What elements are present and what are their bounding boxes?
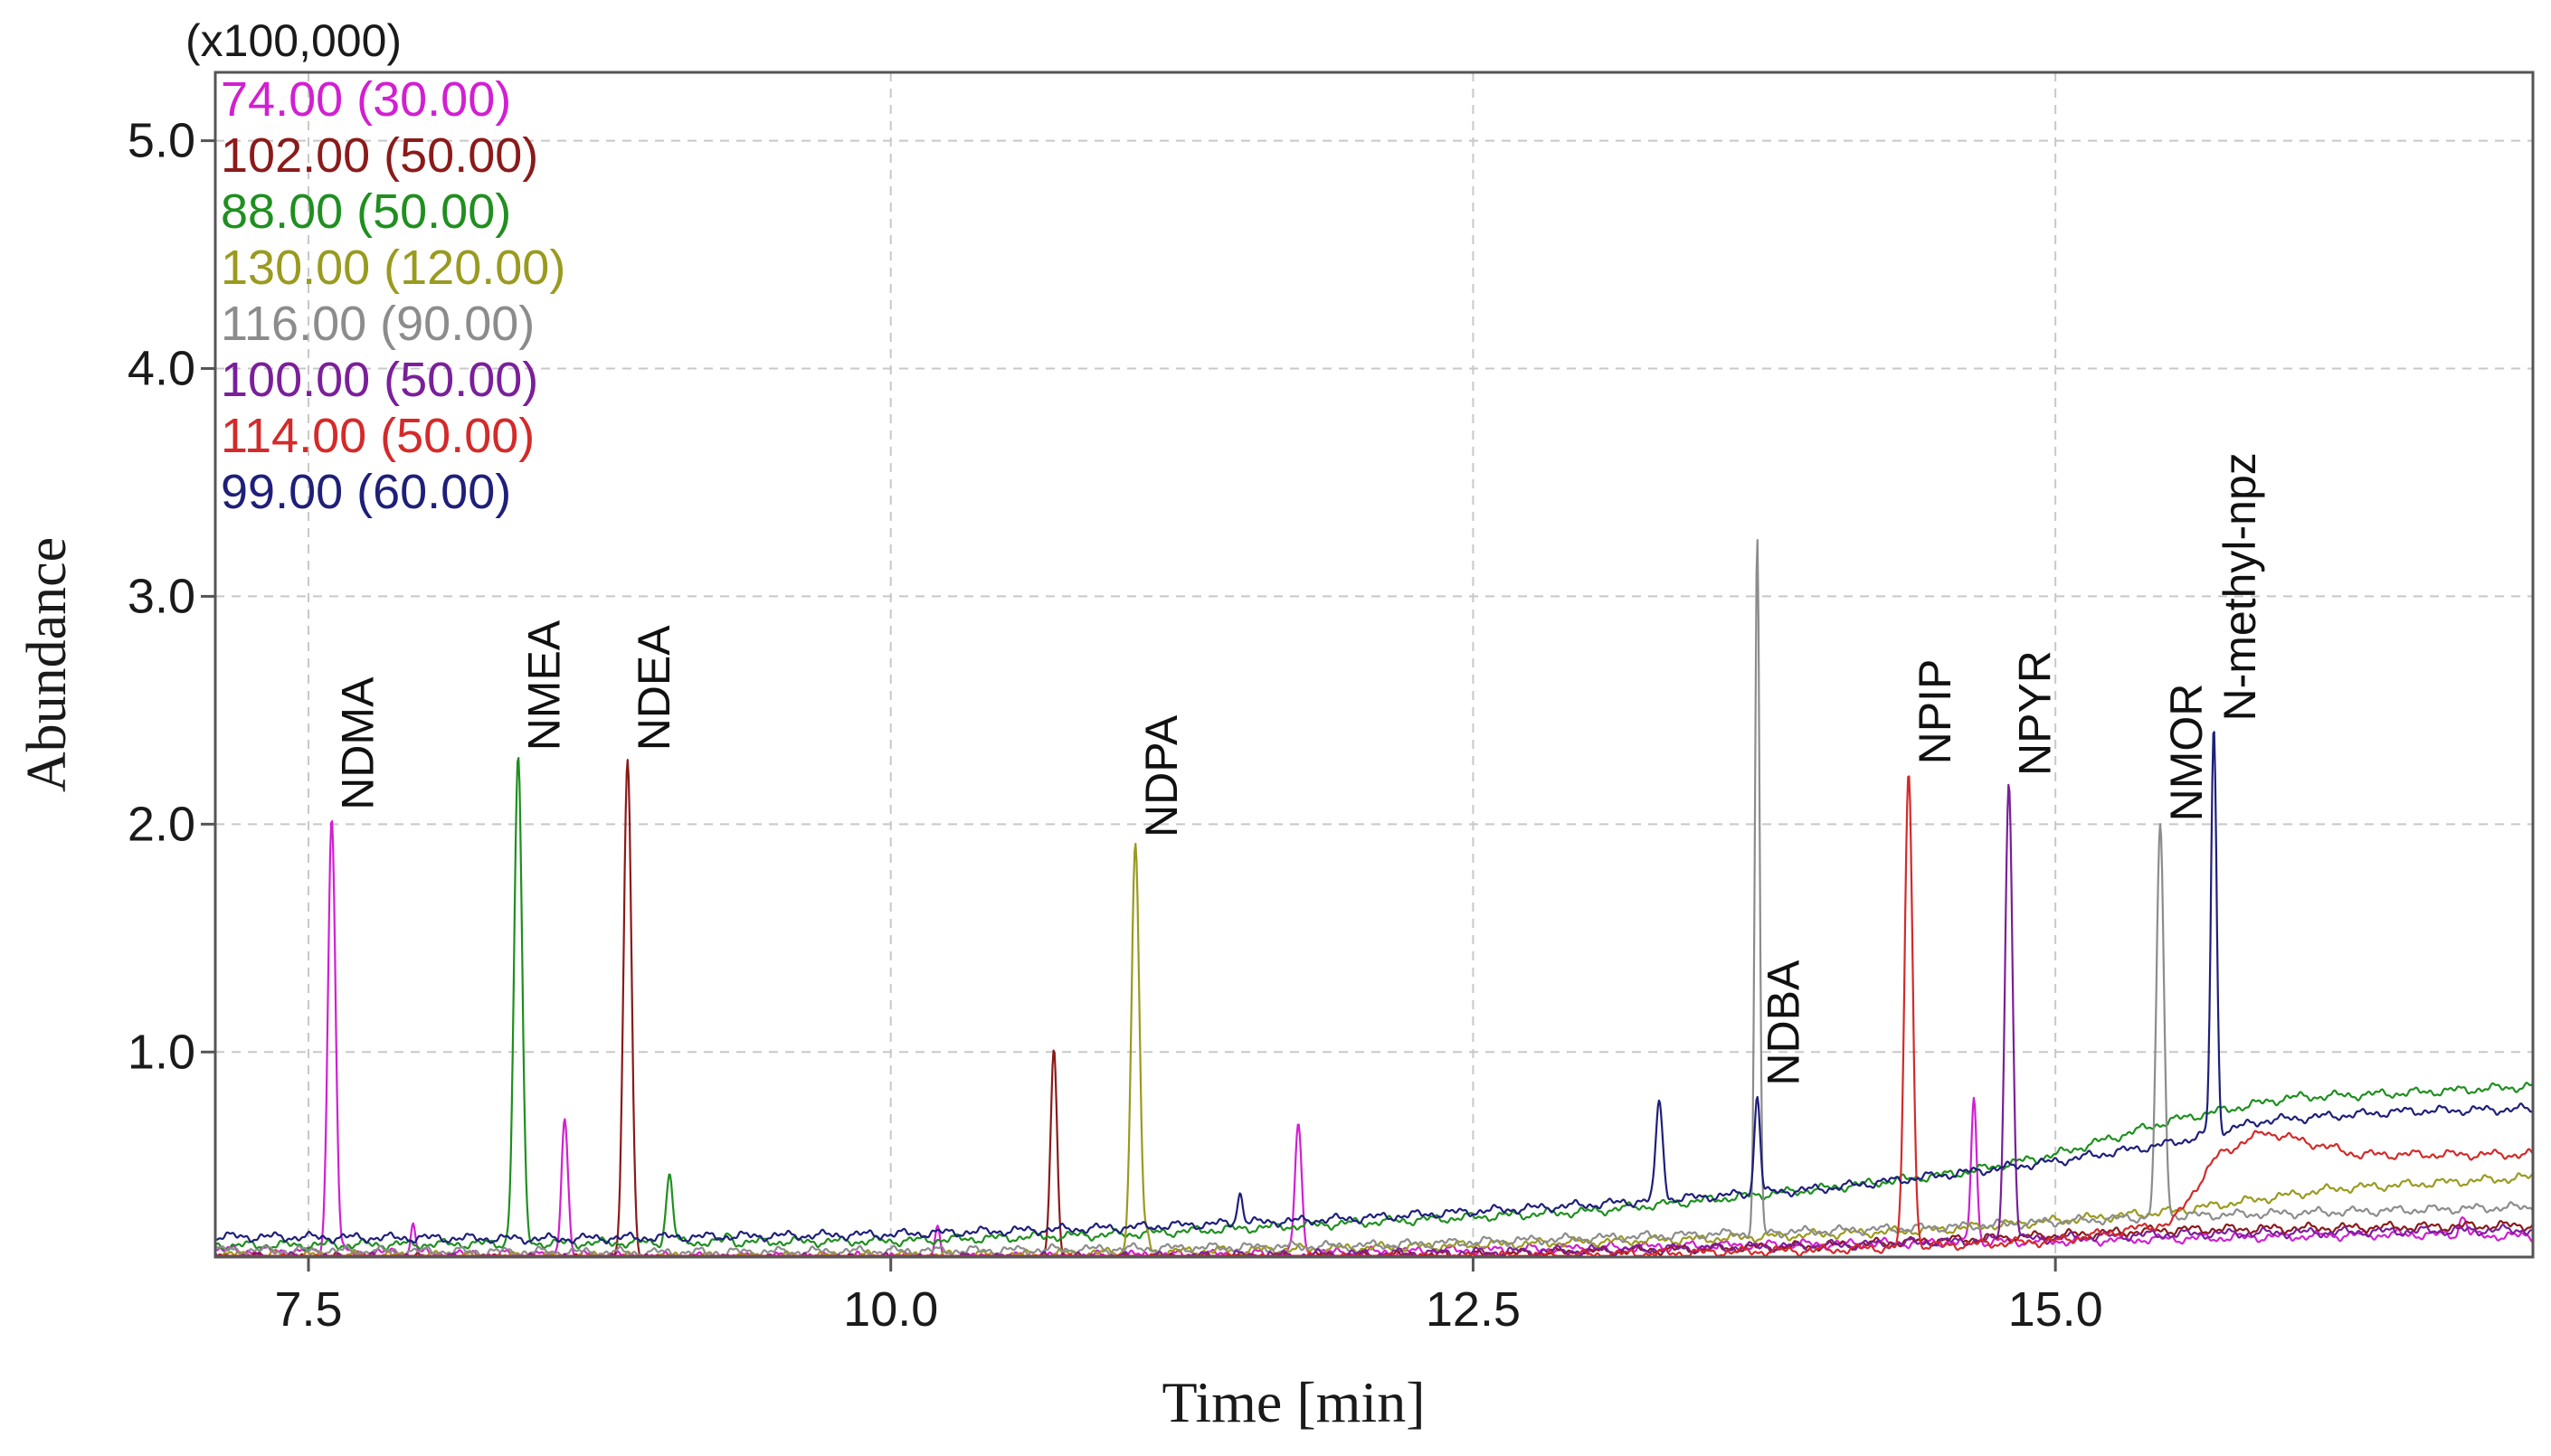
plot-frame [213,71,2535,1259]
peak-label: NDPA [1136,714,1187,837]
y-tick-label: 5.0 [128,114,195,168]
peak-label: NDBA [1759,960,1809,1086]
peak-label: NMEA [519,619,570,751]
x-tick-label: 10.0 [843,1282,938,1337]
y-tick-label: 1.0 [128,1025,195,1079]
y-axis-ticks: 1.0 2.0 3.0 4.0 5.0 [128,114,215,1079]
peak-label: NDEA [629,625,679,752]
x-tick-label: 7.5 [274,1282,342,1337]
series-line [214,539,2534,1257]
series-line [214,731,2534,1245]
y-tick-label: 3.0 [128,569,195,623]
grid-lines [215,72,2533,1257]
y-multiplier: (x100,000) [185,15,402,66]
legend-entry: 88.00 (50.00) [221,184,511,239]
peak-label: N-methyl-npz [2214,452,2265,721]
legend-entry: 116.00 (90.00) [221,297,535,351]
series-line [214,757,2534,1252]
legend-entry: 102.00 (50.00) [221,128,538,183]
peak-label: NMOR [2161,684,2212,822]
y-axis-label: Abundance [16,537,78,792]
peak-annotations: NDMA NMEA NDEA NDPA NDBA NPIP NPYR NMORN-methyl… [333,452,2265,1086]
peak-label: NPIP [1910,659,1960,765]
y-tick-label: 2.0 [128,797,195,851]
legend-entry: 99.00 (60.00) [221,465,511,519]
x-tick-label: 12.5 [1426,1282,1521,1337]
legend-entry: 74.00 (30.00) [221,72,511,127]
peak-label: NDMA [333,676,384,810]
legend-entry: 114.00 (50.00) [221,409,535,463]
x-tick-label: 15.0 [2008,1282,2103,1337]
legend-entry: 130.00 (120.00) [221,241,565,295]
y-tick-label: 4.0 [128,342,195,396]
x-axis-label: Time [min] [1162,1370,1426,1434]
legend-entry: 100.00 (50.00) [221,353,538,407]
legend: 74.00 (30.00)102.00 (50.00)88.00 (50.00)… [221,72,565,519]
x-axis-ticks: 7.5 10.0 12.5 15.0 [274,1257,2103,1337]
peak-label: NPYR [2010,650,2061,776]
